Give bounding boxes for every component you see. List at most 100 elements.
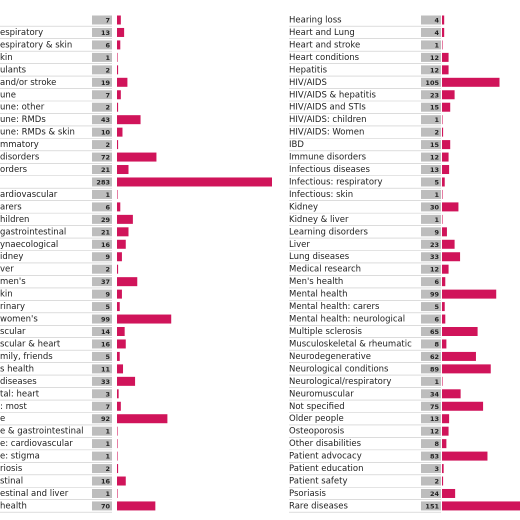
value-box xyxy=(92,501,112,511)
category-label: HIV/AIDS & hepatitis xyxy=(289,90,376,100)
value-box xyxy=(92,488,112,498)
bar xyxy=(442,439,447,449)
value-label: 30 xyxy=(430,203,440,211)
bar xyxy=(117,102,119,112)
value-box xyxy=(92,239,112,249)
value-label: 2 xyxy=(105,141,110,149)
value-box xyxy=(92,327,112,336)
category-label: Psoriasis xyxy=(289,489,326,499)
bar xyxy=(442,189,443,199)
category-label: Infectious: skin xyxy=(289,190,353,200)
value-box xyxy=(92,165,112,175)
category-label: Rare diseases xyxy=(289,501,348,511)
category-label: une xyxy=(0,90,16,100)
bar xyxy=(442,65,449,75)
value-label: 65 xyxy=(430,328,440,336)
bar xyxy=(442,102,451,112)
bar xyxy=(442,202,459,212)
category-label: Medical research xyxy=(289,265,361,275)
category-label: ulants xyxy=(0,65,27,75)
category-label: mmatory xyxy=(0,140,39,150)
value-box xyxy=(92,152,112,162)
bar xyxy=(442,488,456,498)
value-box xyxy=(92,189,112,199)
bar xyxy=(117,152,157,162)
category-label: Neurological conditions xyxy=(289,364,389,374)
bar xyxy=(442,239,455,249)
value-box xyxy=(92,314,112,324)
value-label: 92 xyxy=(101,415,110,423)
bar xyxy=(117,464,119,474)
category-label: HIV/AIDS and STIs xyxy=(289,103,366,113)
value-box xyxy=(92,302,112,312)
value-box xyxy=(421,314,441,324)
category-label: Multiple sclerosis xyxy=(289,327,362,337)
value-box xyxy=(421,451,441,461)
value-label: 2 xyxy=(105,465,110,473)
bar xyxy=(442,277,446,287)
value-box xyxy=(92,202,112,212)
value-label: 8 xyxy=(434,340,439,348)
value-label: 16 xyxy=(101,478,111,486)
category-label: Neurological/respiratory xyxy=(289,377,391,387)
bar xyxy=(117,376,136,386)
value-box xyxy=(92,426,112,436)
category-label: ynaecological xyxy=(0,240,58,250)
category-label: kin xyxy=(0,53,13,63)
category-label: HIV/AIDS: children xyxy=(289,115,367,125)
bar xyxy=(442,152,449,162)
bar xyxy=(442,140,451,150)
bar xyxy=(442,327,478,336)
value-box xyxy=(421,351,441,361)
value-label: 2 xyxy=(434,478,439,486)
value-label: 2 xyxy=(105,104,110,112)
bar xyxy=(117,277,138,287)
bar xyxy=(442,414,450,424)
value-label: 89 xyxy=(430,365,440,373)
bar xyxy=(442,115,443,125)
value-box xyxy=(421,202,441,212)
value-label: 15 xyxy=(430,141,440,149)
value-box xyxy=(92,90,112,100)
value-label: 14 xyxy=(101,328,111,336)
value-box xyxy=(421,364,441,374)
value-box xyxy=(92,277,112,287)
value-label: 11 xyxy=(101,365,111,373)
value-box xyxy=(92,102,112,112)
category-label: Hepatitis xyxy=(289,65,328,75)
value-label: 16 xyxy=(101,340,111,348)
value-box xyxy=(421,214,441,224)
category-label: : most xyxy=(0,402,27,412)
category-label: estinal and liver xyxy=(0,489,69,499)
category-label: IBD xyxy=(289,140,304,150)
value-label: 75 xyxy=(430,403,440,411)
value-box xyxy=(421,127,441,137)
value-box xyxy=(421,426,441,436)
bar xyxy=(442,426,449,436)
value-box xyxy=(421,52,441,62)
value-box xyxy=(92,289,112,299)
value-box xyxy=(92,364,112,374)
value-box xyxy=(92,351,112,361)
value-label: 1 xyxy=(105,54,110,62)
bar xyxy=(117,27,125,37)
value-box xyxy=(421,302,441,312)
value-label: 9 xyxy=(105,291,110,299)
value-label: 21 xyxy=(101,166,111,174)
bar xyxy=(442,464,444,474)
value-label: 9 xyxy=(105,253,110,261)
category-label: Immune disorders xyxy=(289,153,367,163)
value-box xyxy=(421,476,441,486)
value-box xyxy=(92,214,112,224)
value-box xyxy=(421,401,441,411)
value-label: 5 xyxy=(434,178,439,186)
value-box xyxy=(421,389,441,399)
value-label: 151 xyxy=(425,502,439,510)
value-box xyxy=(92,389,112,399)
bar xyxy=(442,177,445,187)
bar xyxy=(117,364,124,374)
category-label: men's xyxy=(0,277,26,287)
value-box xyxy=(421,152,441,162)
value-label: 24 xyxy=(430,490,440,498)
